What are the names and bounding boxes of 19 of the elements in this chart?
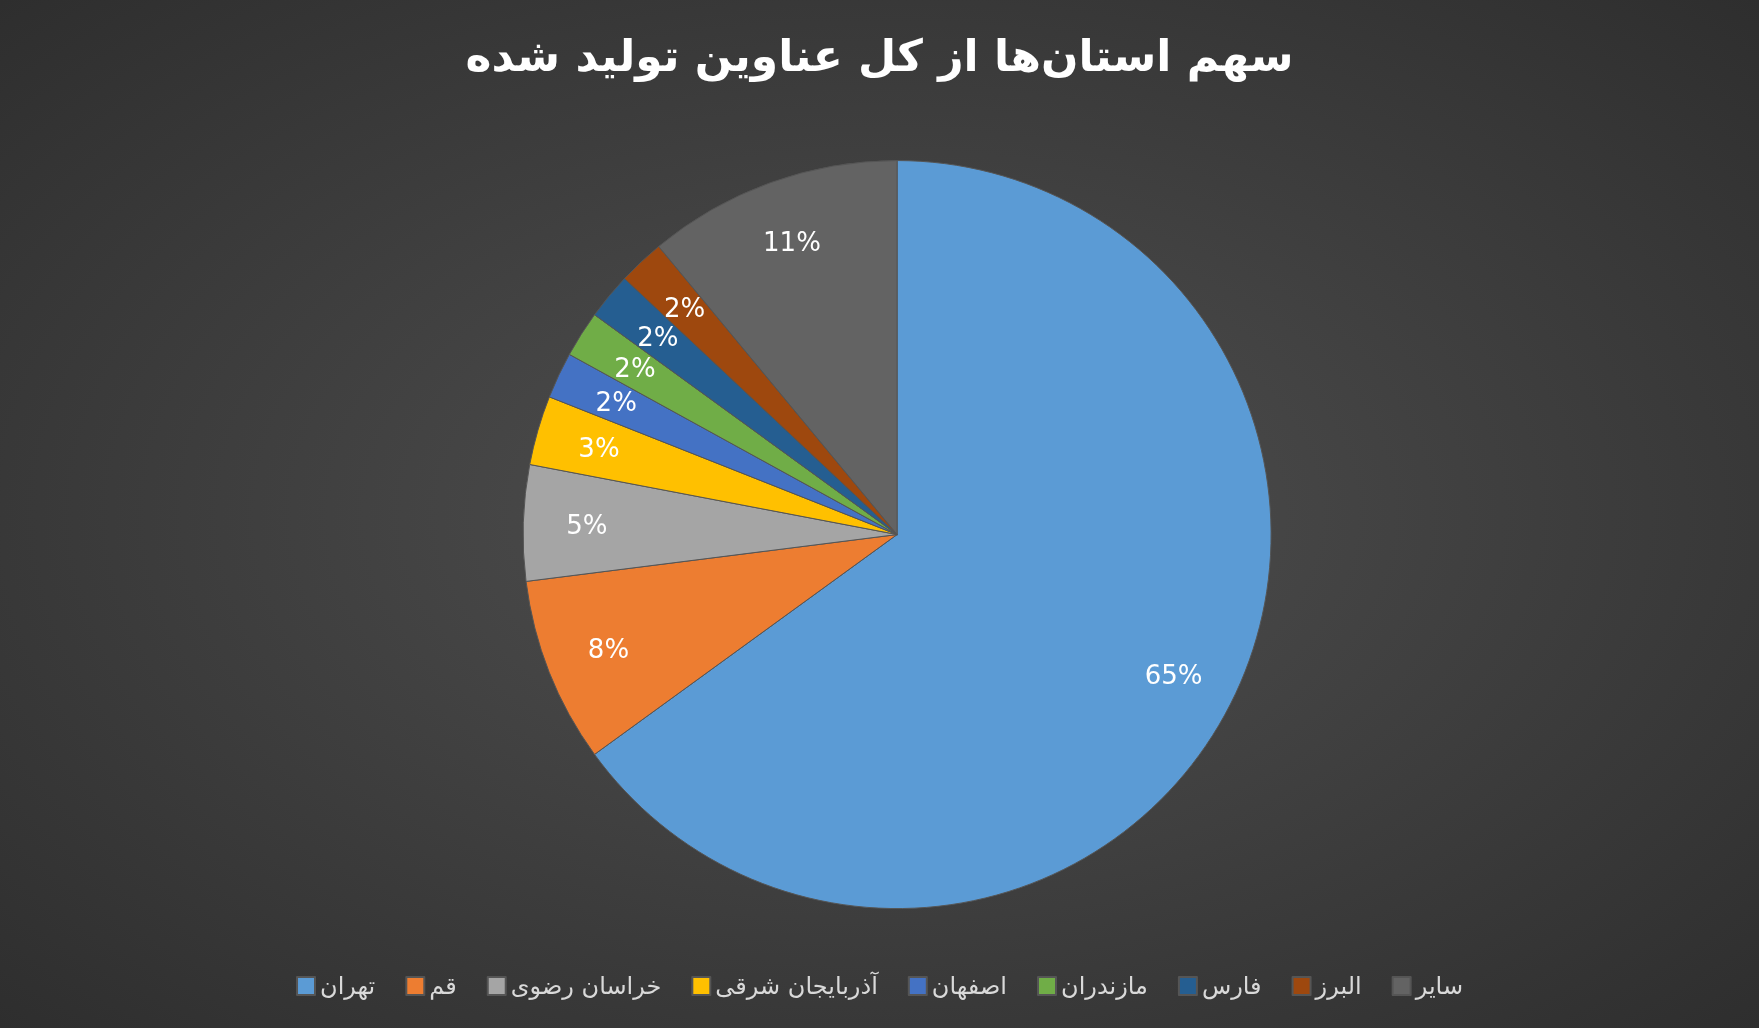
data-label: 65%: [1144, 660, 1203, 691]
data-label: 5%: [566, 509, 608, 540]
data-label: 2%: [614, 353, 656, 384]
legend-label: سایر: [1414, 972, 1463, 1000]
data-label: 2%: [637, 321, 679, 352]
data-label: 8%: [587, 633, 630, 664]
legend-label: خراسان رضوی: [510, 972, 662, 1000]
legend-label: البرز: [1314, 972, 1362, 1000]
data-label: 2%: [663, 293, 706, 324]
chart-title: سهم استان‌ها از کل عناوین تولید شده: [465, 29, 1294, 82]
data-label: 3%: [578, 432, 620, 463]
legend-label: تهران: [320, 972, 376, 1000]
legend-label: اصفهان: [931, 972, 1007, 1000]
data-label: 2%: [595, 387, 637, 418]
legend-label: قم: [429, 972, 457, 1000]
data-label: 11%: [763, 227, 821, 258]
legend-label: مازندران: [1061, 972, 1148, 1000]
legend-label: فارس: [1201, 972, 1262, 1000]
legend-label: آذربایجان شرقی: [715, 971, 880, 1000]
